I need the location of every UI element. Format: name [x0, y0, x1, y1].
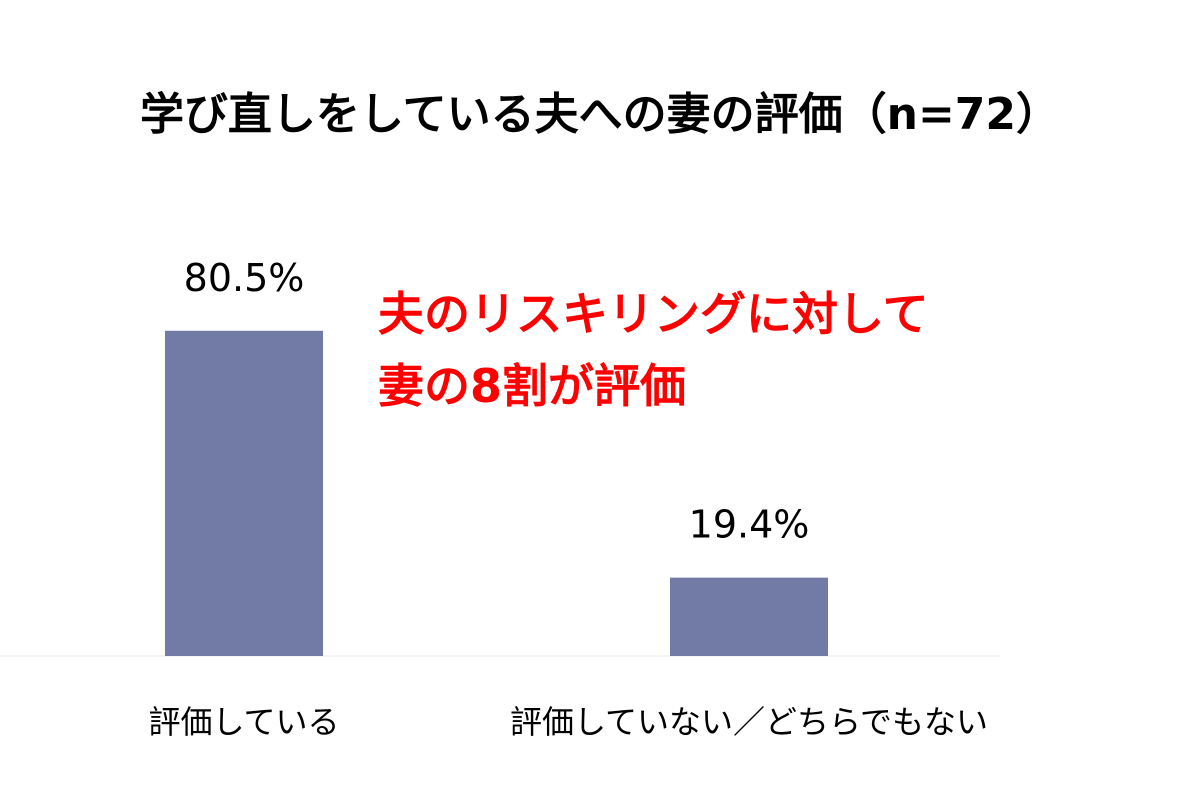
data-label: 19.4% [689, 503, 810, 547]
chart-title: 学び直しをしている夫への妻の評価（n=72） [139, 89, 1061, 140]
category-label: 評価していない／どちらでもない [510, 703, 988, 741]
annotation-line-2: 妻の8割が評価 [378, 359, 687, 413]
bar [670, 577, 828, 656]
category-label: 評価している [148, 703, 339, 741]
annotation: 夫のリスキリングに対して 妻の8割が評価 [378, 278, 929, 422]
bar [165, 330, 323, 656]
data-label: 80.5% [184, 256, 305, 300]
annotation-line-1: 夫のリスキリングに対して [378, 287, 929, 341]
